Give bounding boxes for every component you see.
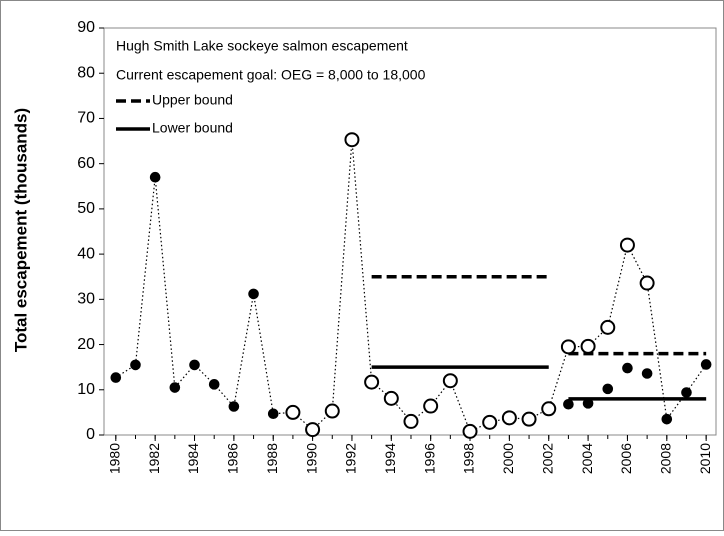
filled-marker (700, 359, 712, 370)
plot-border (103, 27, 717, 436)
y-tick-label: 80 (77, 64, 95, 81)
filled-marker (208, 379, 220, 390)
open-marker (600, 319, 616, 335)
open-marker (383, 390, 399, 406)
filled-marker (661, 413, 673, 425)
x-tick-label: 1998 (461, 443, 477, 474)
filled-marker (267, 408, 279, 420)
x-tick-label: 1990 (303, 443, 319, 474)
legend-label: Lower bound (152, 120, 233, 136)
filled-marker (622, 362, 633, 374)
y-tick-label: 50 (77, 200, 95, 217)
open-marker (285, 404, 301, 420)
y-tick-label: 70 (77, 110, 95, 127)
filled-marker (169, 382, 181, 393)
open-marker (462, 423, 478, 439)
x-tick-label: 1988 (264, 443, 280, 474)
open-marker (521, 411, 537, 427)
filled-marker (110, 372, 122, 383)
filled-marker (228, 401, 240, 412)
y-tick-label: 20 (77, 336, 95, 353)
x-tick-label: 2008 (658, 443, 674, 474)
x-tick-label: 1992 (343, 443, 359, 474)
open-marker (639, 275, 655, 291)
open-marker (560, 339, 576, 355)
filled-marker (149, 171, 161, 183)
y-tick-label: 10 (77, 381, 95, 398)
filled-marker (130, 359, 141, 371)
x-tick-label: 1980 (107, 443, 123, 474)
filled-marker (582, 398, 594, 409)
x-tick-label: 1984 (185, 443, 201, 474)
chart-subtitle: Current escapement goal: OEG = 8,000 to … (116, 67, 426, 83)
open-marker (403, 413, 419, 429)
y-tick-label: 30 (77, 291, 95, 308)
open-marker (305, 422, 321, 438)
open-marker (580, 338, 596, 354)
y-axis-label: Total escapement (thousands) (11, 108, 30, 352)
x-tick-label: 2002 (539, 443, 555, 474)
y-tick-label: 0 (86, 426, 95, 443)
open-marker (619, 237, 635, 253)
filled-marker (563, 398, 574, 410)
y-tick-label: 40 (77, 245, 95, 262)
open-marker (324, 403, 340, 419)
x-tick-label: 2000 (500, 443, 516, 474)
filled-marker (189, 359, 200, 371)
open-marker (364, 374, 380, 390)
filled-marker (602, 383, 614, 395)
legend-label: Upper bound (152, 92, 233, 108)
filled-marker (248, 288, 259, 300)
filled-marker (641, 368, 653, 379)
open-marker (482, 414, 498, 430)
y-tick-label: 60 (77, 155, 95, 172)
open-marker (442, 373, 458, 389)
open-marker (501, 410, 517, 426)
open-marker (344, 132, 360, 148)
chart-title: Hugh Smith Lake sockeye salmon escapemen… (116, 38, 408, 54)
x-tick-label: 1982 (146, 443, 162, 474)
x-tick-label: 1986 (225, 443, 241, 474)
open-marker (541, 401, 557, 417)
x-tick-label: 1994 (382, 443, 398, 474)
y-tick-label: 90 (77, 19, 95, 36)
x-tick-label: 2006 (618, 443, 634, 474)
x-tick-label: 1996 (421, 443, 437, 474)
filled-marker (681, 387, 692, 398)
x-tick-label: 2010 (697, 443, 713, 474)
x-tick-label: 2004 (579, 443, 595, 474)
open-marker (423, 398, 439, 414)
